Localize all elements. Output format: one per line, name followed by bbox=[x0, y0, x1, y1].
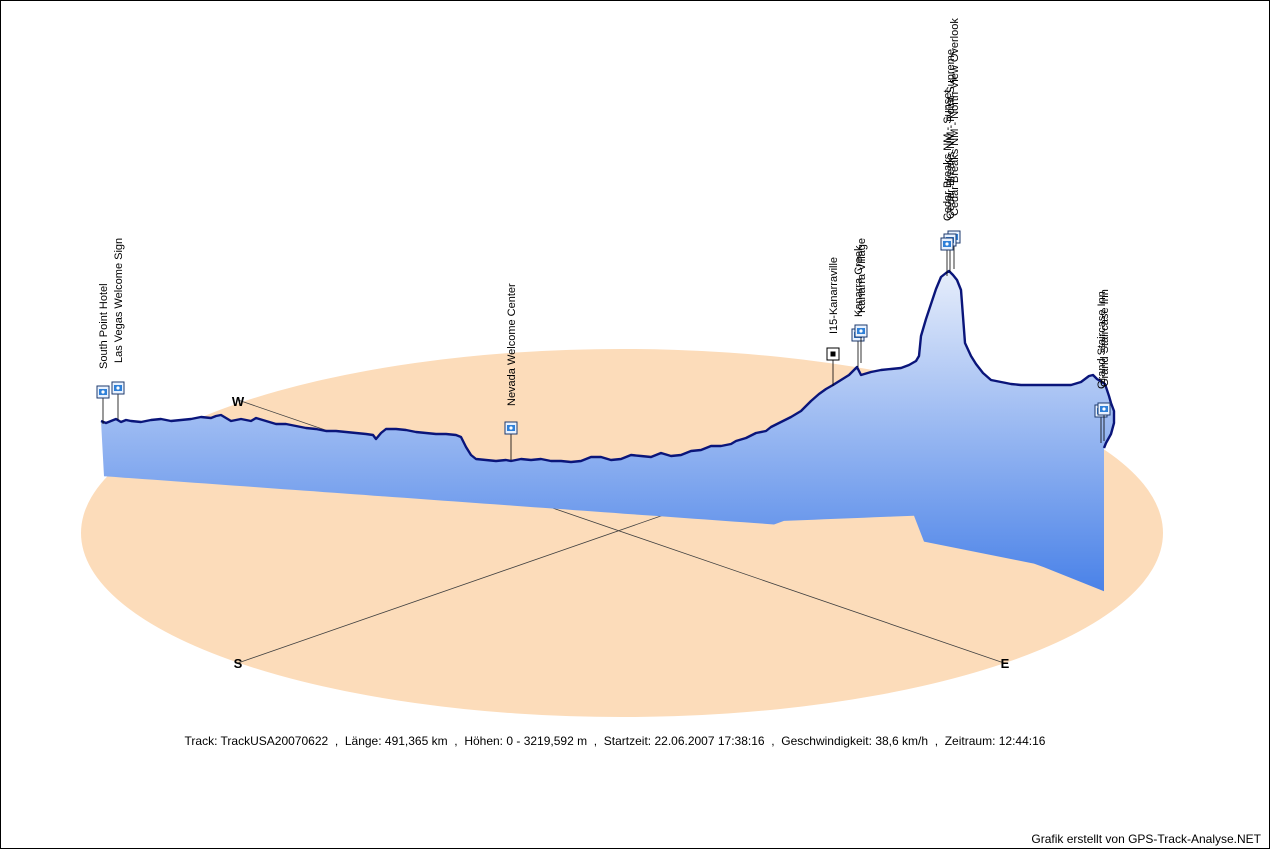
waypoint-label: Las Vegas Welcome Sign bbox=[113, 238, 125, 363]
track-summary: Track: TrackUSA20070622 , Länge: 491,365… bbox=[1, 734, 1229, 748]
compass-label-w: W bbox=[232, 394, 245, 409]
start-label: Startzeit: bbox=[603, 734, 652, 748]
speed-label: Geschwindigkeit: bbox=[781, 734, 872, 748]
photo-marker-lens bbox=[945, 242, 949, 246]
separator: , bbox=[593, 734, 598, 748]
photo-marker-lens bbox=[1102, 407, 1106, 411]
separator: , bbox=[334, 734, 339, 748]
length-label: Länge: bbox=[344, 734, 382, 748]
compass-label-e: E bbox=[1001, 656, 1010, 671]
photo-marker-lens bbox=[101, 390, 105, 394]
waypoint-label: Kanarra Village bbox=[856, 238, 868, 313]
credit-text: Grafik erstellt von GPS-Track-Analyse.NE… bbox=[1031, 832, 1261, 846]
flag-marker-dot bbox=[830, 351, 836, 357]
length-value: 491,365 km bbox=[384, 734, 448, 748]
compass-line-s bbox=[237, 508, 682, 664]
track-label: Track: bbox=[184, 734, 218, 748]
start-value: 22.06.2007 17:38:16 bbox=[654, 734, 765, 748]
track-line bbox=[100, 269, 1116, 464]
separator: , bbox=[454, 734, 458, 748]
waypoint-label: Cedar Breaks NM - Sunset bbox=[942, 90, 954, 221]
waypoint-label: Kanarra Creek bbox=[853, 245, 865, 317]
photo-marker-lens bbox=[509, 426, 513, 430]
profile-area bbox=[101, 271, 1114, 592]
waypoint-label: Grand Staircase Inn bbox=[1096, 291, 1108, 389]
duration-value: 12:44:16 bbox=[998, 734, 1046, 748]
speed-value: 38,6 km/h bbox=[875, 734, 929, 748]
waypoint-label: South Point Hotel bbox=[98, 283, 110, 369]
elevation-label: Höhen: bbox=[464, 734, 504, 748]
duration-label: Zeitraum: bbox=[944, 734, 996, 748]
elevation-value: 0 - 3219,592 m bbox=[506, 734, 588, 748]
waypoint-label: Nevada Welcome Center bbox=[506, 283, 518, 406]
compass-label-s: S bbox=[234, 656, 243, 671]
photo-marker-lens bbox=[859, 329, 863, 333]
separator: , bbox=[771, 734, 775, 748]
waypoint-label: Cedar Breaks NM - Point Supreme bbox=[945, 49, 957, 219]
waypoint-label: I15-Kanarraville bbox=[828, 257, 840, 334]
separator: , bbox=[934, 734, 939, 748]
elevation-chart: W S E South Point Hotel Las Vegas Welcome S… bbox=[81, 18, 1163, 717]
waypoint-label: Cedar Breaks NM - North View Overlook bbox=[949, 18, 961, 216]
waypoint-label: Grand Staircase Inn bbox=[1099, 289, 1111, 387]
track-value: TrackUSA20070622 bbox=[220, 734, 329, 748]
photo-marker-lens bbox=[116, 386, 120, 390]
